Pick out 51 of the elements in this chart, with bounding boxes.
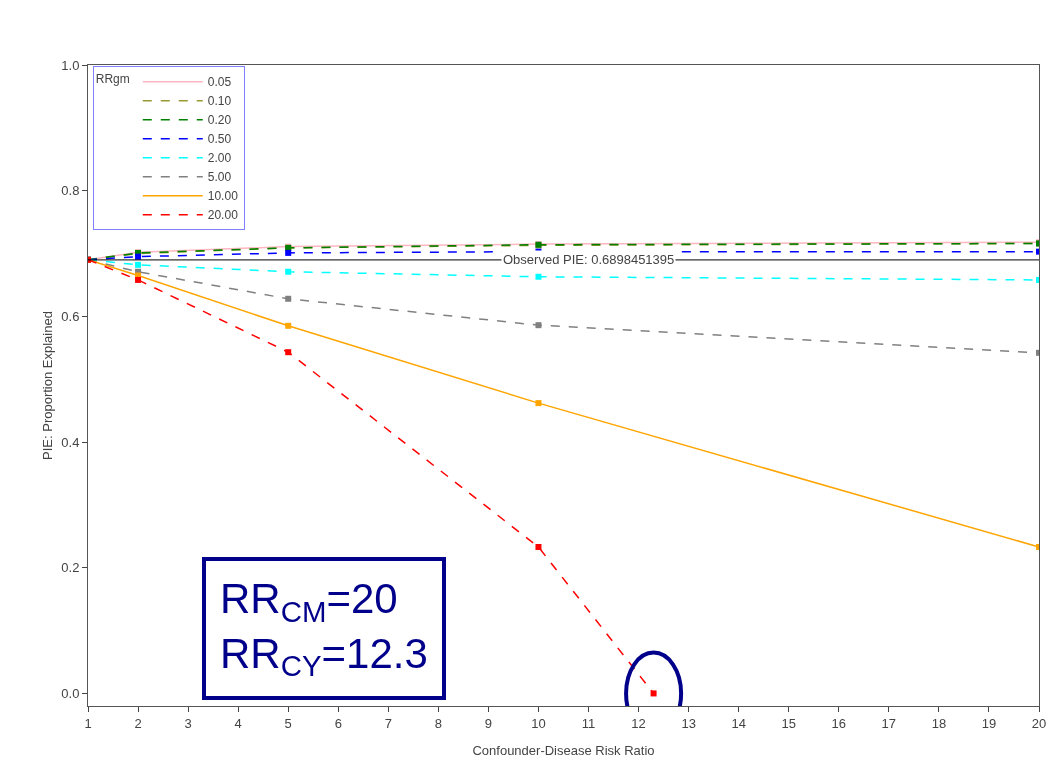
point [650, 690, 657, 697]
x-tick-label: 9 [484, 715, 493, 731]
x-tick-label: 14 [731, 715, 746, 731]
x-tick-label: 20 [1031, 715, 1047, 731]
y-axis-title: PIE: Proportion Explained [40, 311, 55, 460]
y-tick-label: 1.0 [61, 57, 80, 73]
x-tick-label: 7 [384, 715, 392, 731]
point [535, 273, 542, 280]
x-axis-title: Confounder-Disease Risk Ratio [472, 743, 655, 758]
y-tick-label: 0.6 [61, 308, 80, 324]
y-tick-label: 0.2 [61, 560, 80, 576]
point [535, 544, 542, 551]
x-tick-label: 6 [334, 715, 342, 731]
x-tick-label: 19 [981, 715, 997, 731]
y-tick-label: 0.0 [61, 685, 80, 701]
x-tick-label: 3 [184, 715, 192, 731]
x-tick-label: 10 [531, 715, 546, 731]
legend-label: 0.10 [207, 94, 232, 109]
x-tick-label: 5 [284, 715, 292, 731]
x-tick-label: 12 [631, 715, 646, 731]
x-tick-label: 15 [781, 715, 796, 731]
annotation: RR$_{CM}$=20 RR$_{CY}$=12.3 [220, 575, 428, 683]
x-tick-label: 17 [881, 715, 897, 731]
x-tick-label: 11 [581, 715, 596, 731]
point [135, 261, 142, 268]
x-tick-label: 8 [434, 715, 442, 731]
x-tick-label: 2 [134, 715, 142, 731]
legend-title: RRgm [95, 71, 130, 86]
y-tick-label: 0.4 [61, 434, 80, 450]
x-tick-label: 16 [831, 715, 847, 731]
point [285, 268, 292, 275]
legend-label: 0.50 [207, 132, 232, 147]
point [135, 276, 142, 283]
legend-label: 0.20 [207, 113, 232, 128]
x-tick-label: 13 [681, 715, 696, 731]
ref-line-label: Observed PIE: 0.6898451395 [503, 252, 675, 267]
legend-label: 20.00 [207, 208, 239, 223]
legend-label: 5.00 [207, 170, 232, 185]
x-tick-label: 18 [931, 715, 947, 731]
point [285, 249, 292, 256]
point [285, 322, 292, 329]
point [535, 400, 542, 407]
y-tick-label: 0.8 [61, 183, 80, 199]
point [285, 295, 292, 302]
x-tick-label: 4 [234, 715, 242, 731]
x-tick-label: 1 [84, 715, 92, 731]
point [285, 349, 292, 356]
point [535, 322, 542, 329]
legend-label: 10.00 [207, 189, 239, 204]
legend-label: 0.05 [207, 75, 232, 90]
legend-label: 2.00 [207, 151, 232, 166]
